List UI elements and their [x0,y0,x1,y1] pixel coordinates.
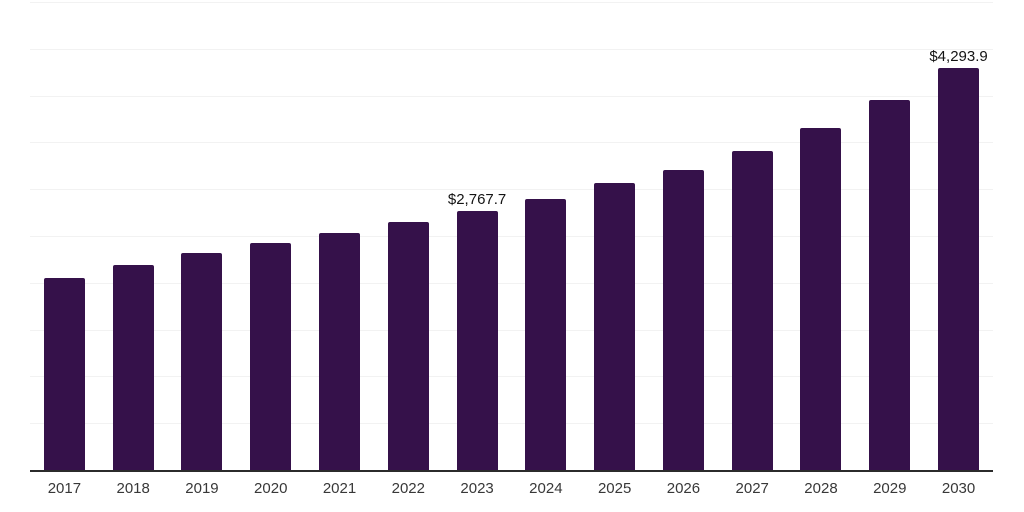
bar-slot [236,2,305,470]
bar-slot: $2,767.7 [443,2,512,470]
bar-2017 [43,278,85,470]
bar-2019 [181,253,223,470]
bar-value-label: $4,293.9 [929,48,988,66]
x-tick-label-2019: 2019 [185,480,219,497]
gridline [30,142,993,144]
bar-slot [374,2,443,470]
gridline [30,282,993,284]
bar-slot [511,2,580,470]
bar-2022 [387,221,429,470]
bar-2029 [869,99,911,470]
gridline [30,376,993,378]
bar-2027 [731,151,773,470]
bar-value-label: $2,767.7 [447,190,507,208]
bar-slot [30,2,99,470]
bar-slot [718,2,787,470]
bar-slot: $4,293.9 [924,2,993,470]
x-tick-label-2018: 2018 [116,480,150,497]
bar-2026 [662,170,704,470]
gridline [30,329,993,331]
bar-2028 [800,128,842,470]
bar-slot [855,2,924,470]
bar-slot [305,2,374,470]
gridline [30,236,993,237]
gridline [30,189,993,191]
x-tick-label-2030: 2030 [941,480,976,497]
x-axis-labels: 2017 2018 2019 2020 2021 2022 2023 2024 2025 2026… [30,481,993,496]
x-tick-label-2024: 2024 [529,480,563,497]
bar-2023 [456,210,498,470]
x-tick-label-2022: 2022 [391,480,425,497]
x-tick-label-2027: 2027 [735,480,769,497]
bar-2021 [319,232,361,470]
x-tick-label-2026: 2026 [666,480,701,497]
gridline [30,48,993,50]
x-tick-label-2028: 2028 [804,480,838,497]
bar-2024 [525,198,567,470]
plot-area: $2,767.7 $4,293.9 [30,2,993,472]
x-tick-label-2017: 2017 [47,480,82,497]
x-tick-label-2025: 2025 [597,480,632,497]
bar-slot [649,2,718,470]
bar-2018 [112,265,154,470]
x-tick-label-2021: 2021 [322,480,357,497]
bar-slot [787,2,856,470]
x-tick-label-2020: 2020 [254,480,288,497]
gridline [30,423,993,425]
x-tick-label-2029: 2029 [873,480,907,497]
bar-slot [580,2,649,470]
bar-slot [168,2,237,470]
bar-2025 [594,183,636,470]
bar-slot [99,2,168,470]
x-tick-label-2023: 2023 [460,480,494,497]
gridline [30,95,993,97]
gridline [30,2,993,3]
bar-2030 [938,68,980,470]
bar-2020 [250,243,292,470]
plot-wrap: $2,767.7 $4,293.9 2017 2018 2019 2020 2021 202… [30,2,993,496]
